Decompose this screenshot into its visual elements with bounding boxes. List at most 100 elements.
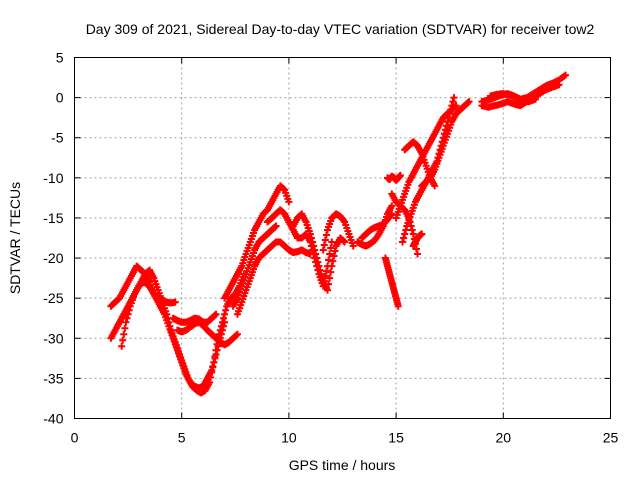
data-point bbox=[349, 242, 357, 250]
series-e bbox=[169, 310, 220, 326]
y-tick-label: -5 bbox=[51, 130, 64, 146]
data-point bbox=[120, 330, 128, 338]
data-point bbox=[209, 362, 217, 370]
series-i bbox=[259, 238, 314, 258]
data-point bbox=[208, 366, 216, 374]
data-point bbox=[531, 95, 539, 103]
series-g bbox=[229, 222, 280, 310]
data-point bbox=[218, 326, 226, 334]
y-tick-label: -20 bbox=[43, 250, 63, 266]
data-point bbox=[307, 234, 315, 242]
data-point bbox=[210, 358, 218, 366]
data-point bbox=[125, 306, 133, 314]
data-point bbox=[119, 336, 127, 344]
data-point bbox=[431, 182, 439, 190]
data-point bbox=[311, 246, 319, 254]
data-point bbox=[326, 274, 334, 282]
series-h bbox=[233, 250, 267, 318]
data-point bbox=[448, 102, 456, 110]
data-point bbox=[221, 318, 229, 326]
data-point bbox=[399, 238, 407, 246]
data-point bbox=[211, 354, 219, 362]
data-point bbox=[402, 226, 410, 234]
x-tick-label: 25 bbox=[603, 430, 619, 446]
data-point bbox=[394, 302, 402, 310]
series-o bbox=[381, 254, 402, 310]
data-point bbox=[323, 286, 331, 294]
data-point bbox=[221, 310, 229, 318]
data-point bbox=[414, 250, 422, 258]
series-n bbox=[358, 210, 396, 242]
y-tick-labels: 5 0 -5 -10 -15 -20 -25 -30 -35 -40 bbox=[43, 50, 63, 427]
data-point bbox=[322, 267, 330, 275]
x-tick-label: 5 bbox=[178, 430, 186, 446]
data-point bbox=[418, 230, 426, 238]
data-point bbox=[314, 258, 322, 266]
data-point bbox=[388, 210, 396, 218]
plot-frame bbox=[74, 57, 611, 419]
data-point bbox=[325, 280, 333, 288]
data-point bbox=[217, 330, 225, 338]
data-point bbox=[220, 322, 228, 330]
data-point bbox=[319, 246, 327, 254]
x-tick-label: 20 bbox=[496, 430, 512, 446]
data-point bbox=[212, 350, 220, 358]
data-point bbox=[233, 330, 241, 338]
data-point bbox=[465, 98, 473, 106]
y-tick-label: -30 bbox=[43, 330, 63, 346]
data-point bbox=[310, 242, 318, 250]
data-point bbox=[449, 98, 457, 106]
data-point bbox=[315, 262, 323, 270]
x-tick-label: 0 bbox=[71, 430, 79, 446]
data-point bbox=[450, 94, 458, 102]
y-tick-label: -25 bbox=[43, 290, 63, 306]
data-point bbox=[171, 298, 179, 306]
data-point bbox=[325, 256, 333, 264]
series-v bbox=[409, 230, 426, 250]
series-l bbox=[319, 210, 357, 254]
data-point bbox=[561, 71, 569, 79]
series-p bbox=[384, 171, 404, 184]
data-point bbox=[122, 318, 130, 326]
y-tick-label: 0 bbox=[56, 90, 64, 106]
x-tick-label: 15 bbox=[388, 430, 404, 446]
data-point bbox=[555, 81, 563, 89]
y-tick-label: -40 bbox=[43, 411, 63, 427]
axis-ticks bbox=[74, 57, 611, 419]
data-point bbox=[124, 310, 132, 318]
data-point bbox=[327, 244, 335, 252]
data-point bbox=[408, 226, 416, 234]
data-point bbox=[322, 231, 330, 239]
data-point bbox=[318, 274, 326, 282]
data-point bbox=[285, 198, 293, 206]
data-point bbox=[326, 250, 334, 258]
data-point bbox=[464, 99, 472, 107]
series-u bbox=[418, 98, 473, 190]
data-point bbox=[316, 266, 324, 274]
data-point bbox=[306, 230, 314, 238]
data-point bbox=[396, 171, 404, 179]
data-point bbox=[330, 252, 338, 260]
data-point bbox=[409, 230, 417, 238]
data-point bbox=[446, 110, 454, 118]
data-point bbox=[320, 241, 328, 249]
data-point bbox=[121, 324, 129, 332]
data-point bbox=[328, 238, 336, 246]
data-point bbox=[340, 237, 348, 245]
y-tick-label: -10 bbox=[43, 170, 63, 186]
data-point bbox=[328, 262, 336, 270]
series-y bbox=[486, 90, 539, 106]
y-axis-label: SDTVAR / TECUs bbox=[7, 182, 23, 294]
data-point bbox=[212, 310, 220, 318]
x-axis-label: GPS time / hours bbox=[289, 457, 396, 473]
data-point bbox=[271, 223, 279, 231]
data-point bbox=[317, 270, 325, 278]
data-point bbox=[388, 202, 396, 210]
y-tick-label: 5 bbox=[56, 50, 64, 66]
data-point bbox=[313, 254, 321, 262]
data-point bbox=[213, 346, 221, 354]
data-point bbox=[327, 268, 335, 276]
data-point bbox=[222, 306, 230, 314]
